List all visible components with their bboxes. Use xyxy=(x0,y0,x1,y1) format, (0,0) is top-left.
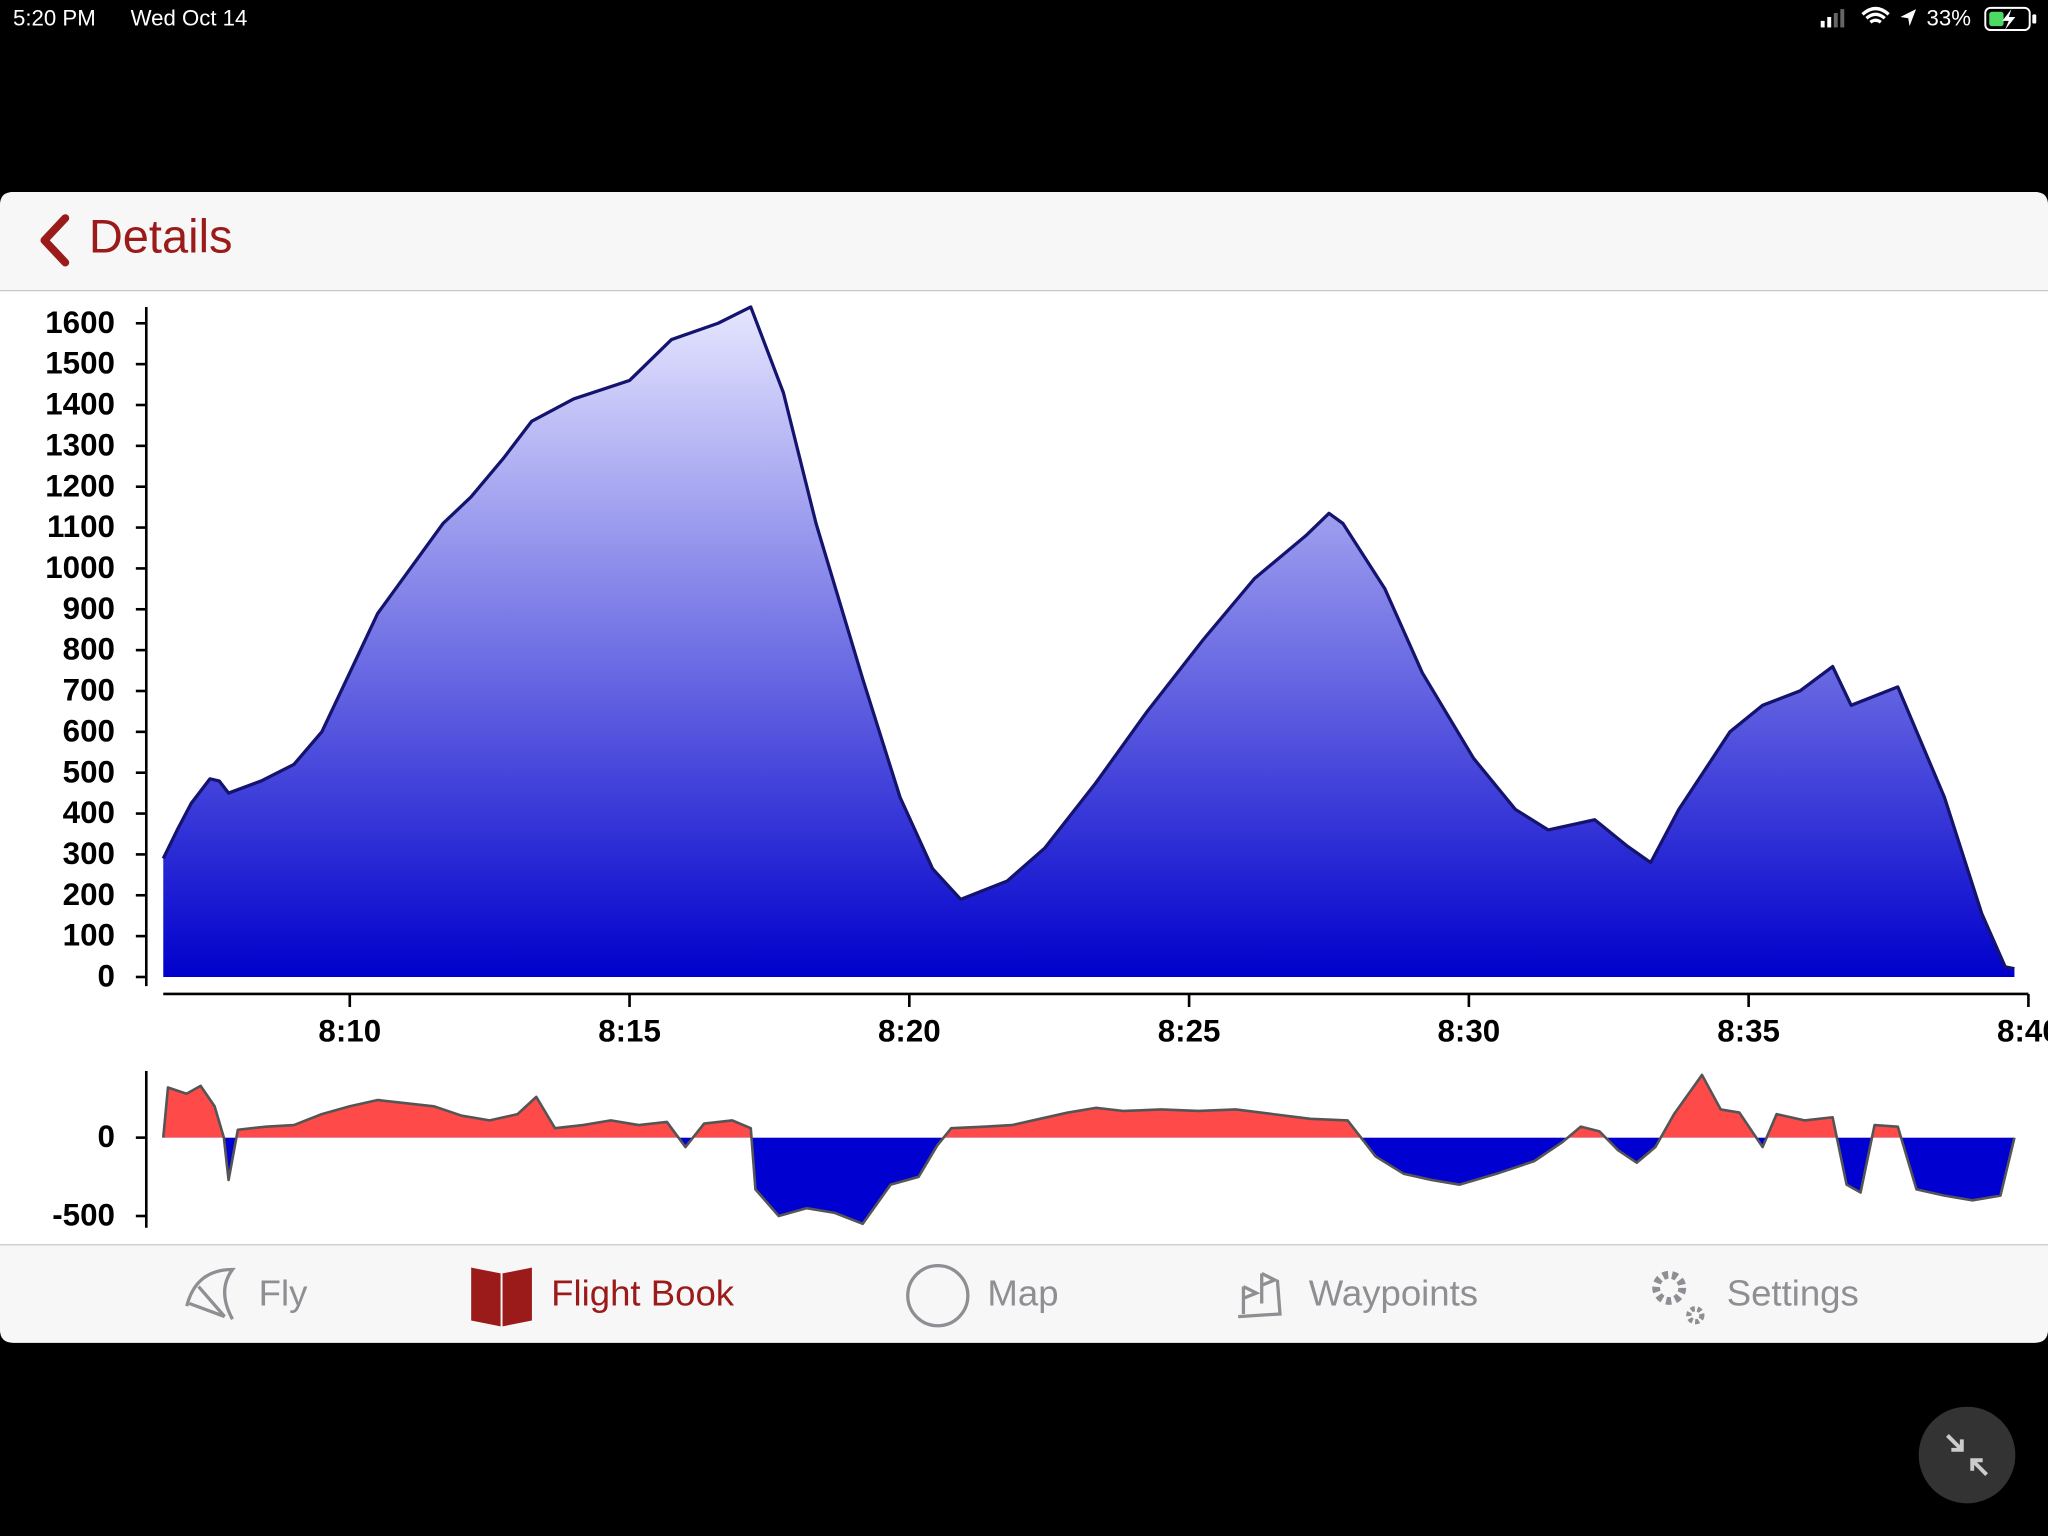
waypoints-icon xyxy=(1238,1272,1282,1319)
chart: 0 100 200 300 400 500 600 700 800 900 1000 1100 1200… xyxy=(45,305,2048,1049)
y-tick-label: 600 xyxy=(63,713,115,748)
y-tick-label: 1400 xyxy=(45,387,115,422)
y-tick-label: 500 xyxy=(63,754,115,789)
signal-icon xyxy=(1820,9,1845,28)
map-icon xyxy=(906,1263,970,1328)
y-tick-label: 1500 xyxy=(45,346,115,381)
y-tick-label: 1000 xyxy=(45,550,115,585)
y-tick-label: 0 xyxy=(98,959,115,994)
y-tick-label: 1100 xyxy=(47,509,115,544)
charts: 0 100 200 300 400 500 600 700 800 900 1000 1100 1200… xyxy=(45,305,2048,1233)
y-tick-label: 800 xyxy=(63,632,115,667)
nav-bar: Details xyxy=(0,192,2048,292)
status-date: Wed Oct 14 xyxy=(131,5,248,30)
tab-label[interactable]: Waypoints xyxy=(1309,1272,1478,1313)
y-tick-label: 200 xyxy=(63,877,115,912)
tab-bar: Fly Flight Book Map Waypoints Settings xyxy=(0,1244,2048,1343)
battery-icon xyxy=(1984,6,2037,32)
x-tick-label: 8:15 xyxy=(598,1013,661,1048)
series-line xyxy=(161,305,2015,971)
tab-label[interactable]: Map xyxy=(987,1272,1058,1313)
x-tick-label: 8:10 xyxy=(318,1013,381,1048)
y-tick-label: 0 xyxy=(98,1119,115,1154)
y-tick-label: 1600 xyxy=(45,305,115,340)
x-tick-label: 8:25 xyxy=(1158,1013,1221,1048)
wifi-icon xyxy=(1861,6,1890,24)
battery-percent: 33% xyxy=(1927,5,1971,30)
minimize-button[interactable] xyxy=(1918,1406,2016,1504)
y-tick-label: 1300 xyxy=(45,427,115,462)
tab-label[interactable]: Settings xyxy=(1727,1272,1859,1313)
area-fill xyxy=(163,306,2015,977)
settings-icon xyxy=(1652,1270,1687,1305)
y-tick-label: 900 xyxy=(63,591,115,626)
tab-label[interactable]: Fly xyxy=(259,1272,308,1313)
settings-icon-small xyxy=(1686,1306,1705,1325)
location-icon xyxy=(1900,9,1917,27)
flight-book-icon xyxy=(471,1267,532,1327)
x-tick-label: 8:40 xyxy=(1997,1013,2048,1048)
nav-title[interactable]: Details xyxy=(89,210,233,263)
x-tick-label: 8:20 xyxy=(878,1013,941,1048)
tab-label[interactable]: Flight Book xyxy=(551,1272,735,1313)
chart: 0 -500 xyxy=(52,1071,2016,1233)
y-tick-label: 1200 xyxy=(45,468,115,503)
y-tick-label: 700 xyxy=(63,673,115,708)
x-tick-label: 8:35 xyxy=(1717,1013,1780,1048)
status-time: 5:20 PM xyxy=(13,5,96,30)
positive-area xyxy=(163,1074,2015,1138)
back-button[interactable]: Details xyxy=(40,210,233,267)
y-tick-label: -500 xyxy=(52,1198,115,1233)
status-bar: 5:20 PM Wed Oct 14 33% xyxy=(13,5,2037,32)
y-tick-label: 300 xyxy=(63,836,115,871)
series-line xyxy=(161,1073,2016,1226)
y-tick-label: 100 xyxy=(63,918,115,953)
y-tick-label: 400 xyxy=(63,795,115,830)
fly-icon xyxy=(185,1267,236,1320)
x-tick-label: 8:30 xyxy=(1438,1013,1501,1048)
tab-icons xyxy=(185,1263,1705,1328)
